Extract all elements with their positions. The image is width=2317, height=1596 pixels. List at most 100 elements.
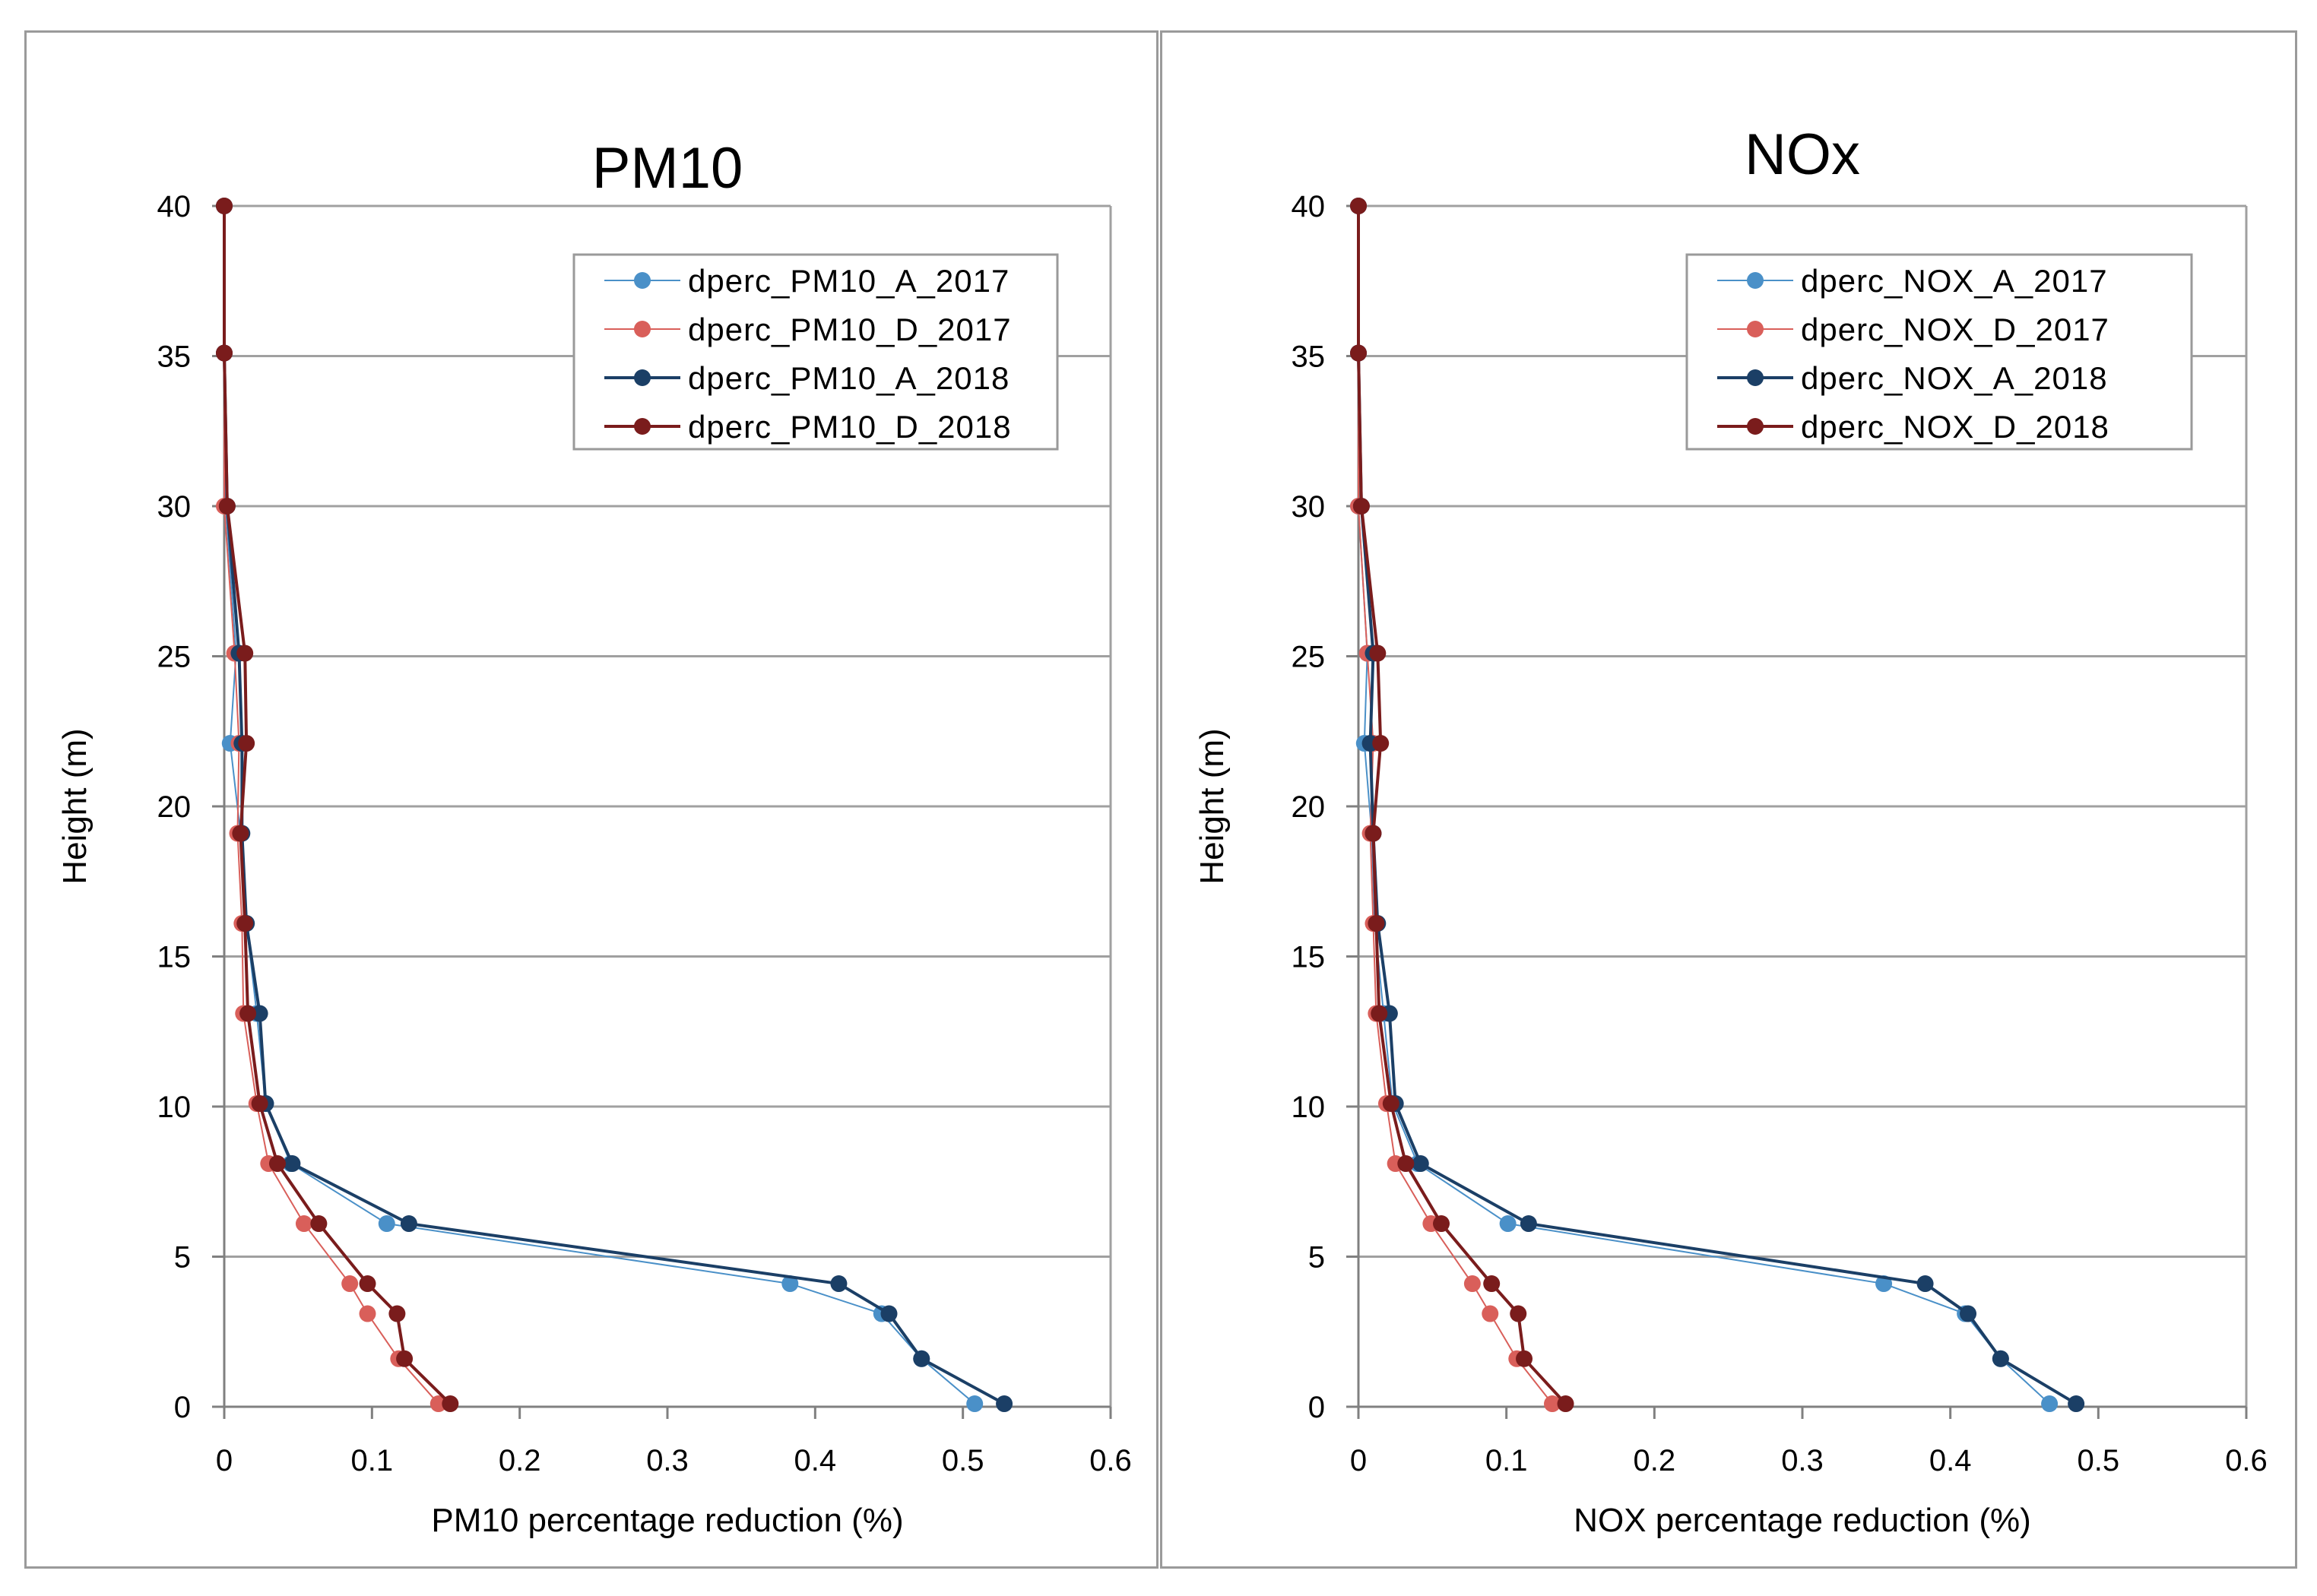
legend-box — [1685, 253, 2193, 451]
x-tick-label: 0.5 — [942, 1444, 984, 1477]
data-point-dperc_PM10_D_2018 — [232, 825, 249, 842]
data-point-dperc_PM10_A_2018 — [400, 1215, 417, 1233]
data-point-dperc_NOX_A_2018 — [1520, 1215, 1537, 1233]
y-tick-label: 25 — [1292, 641, 1326, 674]
data-point-dperc_PM10_D_2018 — [442, 1395, 459, 1413]
legend-marker — [1747, 272, 1764, 289]
data-point-dperc_PM10_D_2018 — [388, 1305, 406, 1322]
x-tick-label: 0 — [1350, 1444, 1367, 1477]
data-point-dperc_NOX_A_2018 — [1916, 1275, 1934, 1293]
data-point-dperc_NOX_D_2018 — [1371, 1005, 1388, 1022]
y-tick-label: 15 — [157, 941, 192, 974]
y-tick-label: 35 — [157, 340, 192, 374]
data-point-dperc_NOX_D_2018 — [1365, 825, 1382, 842]
x-tick-label: 0.4 — [1929, 1444, 1972, 1477]
data-point-dperc_PM10_D_2018 — [238, 735, 255, 752]
data-point-dperc_PM10_D_2018 — [239, 1005, 257, 1022]
data-point-dperc_NOX_D_2018 — [1382, 1095, 1399, 1113]
data-point-dperc_PM10_A_2018 — [880, 1305, 898, 1322]
legend-marker — [634, 369, 651, 386]
legend-entry: dperc_NOX_D_2017 — [1801, 312, 2109, 347]
legend-entry: dperc_PM10_A_2018 — [688, 360, 1010, 396]
data-point-dperc_NOX_D_2017 — [1544, 1395, 1561, 1413]
data-point-dperc_PM10_A_2017 — [781, 1275, 799, 1293]
data-point-dperc_NOX_D_2018 — [1397, 1155, 1415, 1173]
data-point-dperc_PM10_D_2018 — [396, 1350, 414, 1367]
data-point-dperc_PM10_D_2018 — [216, 344, 233, 362]
y-tick-label: 40 — [157, 190, 192, 223]
data-point-dperc_NOX_D_2018 — [1372, 735, 1390, 752]
data-point-dperc_PM10_A_2018 — [913, 1350, 930, 1367]
legend-entry: dperc_NOX_A_2018 — [1801, 360, 2108, 396]
legend-marker — [1747, 369, 1764, 386]
data-point-dperc_NOX_D_2017 — [1482, 1305, 1499, 1322]
y-tick-label: 0 — [1308, 1391, 1325, 1424]
legend-entry: dperc_PM10_A_2017 — [688, 263, 1010, 299]
legend-entry: dperc_PM10_D_2018 — [688, 409, 1012, 445]
x-tick-label: 0.6 — [1089, 1444, 1132, 1477]
x-tick-label: 0.3 — [646, 1444, 689, 1477]
y-tick-label: 40 — [1292, 190, 1326, 223]
x-axis-label: NOX percentage reduction (%) — [1574, 1502, 2031, 1539]
y-tick-label: 30 — [1292, 490, 1326, 524]
data-point-dperc_NOX_D_2018 — [1350, 344, 1367, 362]
y-tick-label: 20 — [157, 790, 192, 824]
chart-title: NOx — [1745, 122, 1860, 187]
data-point-dperc_PM10_A_2018 — [996, 1395, 1013, 1413]
data-point-dperc_NOX_D_2018 — [1557, 1395, 1574, 1413]
data-point-dperc_PM10_D_2018 — [310, 1215, 328, 1233]
data-point-dperc_NOX_A_2017 — [2041, 1395, 2059, 1413]
x-tick-label: 0.2 — [1634, 1444, 1676, 1477]
y-axis-label: Height (m) — [1193, 728, 1231, 884]
data-point-dperc_NOX_D_2018 — [1369, 644, 1387, 662]
data-point-dperc_PM10_D_2018 — [216, 198, 233, 214]
x-axis-label: PM10 percentage reduction (%) — [431, 1502, 903, 1539]
y-tick-label: 25 — [157, 641, 192, 674]
y-tick-label: 5 — [174, 1241, 191, 1275]
pm10-chart: PM10 0 5 10 15 20 25 30 35 40 0 0.1 0.2 0.3 0.4 0.5 0.6 P… — [56, 136, 1132, 1539]
y-tick-label: 35 — [1292, 340, 1326, 374]
legend-entry: dperc_NOX_D_2018 — [1801, 409, 2109, 445]
data-point-dperc_NOX_D_2017 — [1463, 1275, 1481, 1293]
x-tick-label: 0.3 — [1781, 1444, 1824, 1477]
y-tick-label: 10 — [1292, 1091, 1326, 1124]
data-point-dperc_NOX_D_2018 — [1483, 1275, 1501, 1293]
y-tick-label: 10 — [157, 1091, 192, 1124]
data-point-dperc_NOX_A_2018 — [1992, 1350, 2009, 1367]
legend-marker — [634, 321, 651, 337]
legend-entry: dperc_PM10_D_2017 — [688, 312, 1012, 347]
data-point-dperc_NOX_D_2018 — [1352, 498, 1370, 515]
data-point-dperc_NOX_D_2018 — [1510, 1305, 1527, 1322]
data-point-dperc_PM10_D_2018 — [268, 1155, 286, 1173]
data-point-dperc_PM10_D_2017 — [359, 1305, 376, 1322]
pm10-chart-panel: PM10 0 5 10 15 20 25 30 35 40 0 0.1 0.2 0.3 0.4 0.5 0.6 P… — [24, 30, 1158, 1569]
data-point-dperc_PM10_D_2017 — [341, 1275, 359, 1293]
nox-chart: NOx 0 5 10 15 20 25 30 35 40 0 0.1 0.2 0.3 0.4 0.5 0.6 NO… — [1193, 122, 2268, 1539]
data-point-dperc_PM10_A_2018 — [830, 1275, 848, 1293]
data-point-dperc_PM10_D_2018 — [236, 915, 254, 933]
data-point-dperc_PM10_A_2017 — [378, 1215, 395, 1233]
legend-marker — [1747, 321, 1764, 337]
chart-title: PM10 — [592, 136, 743, 201]
x-tick-label: 0.6 — [2225, 1444, 2268, 1477]
data-point-dperc_NOX_D_2018 — [1516, 1350, 1533, 1367]
data-point-dperc_PM10_D_2017 — [429, 1395, 447, 1413]
y-tick-label: 20 — [1292, 790, 1326, 824]
data-point-dperc_PM10_A_2018 — [251, 1005, 268, 1022]
x-tick-label: 0 — [216, 1444, 233, 1477]
data-point-dperc_PM10_D_2018 — [218, 498, 236, 515]
data-point-dperc_NOX_A_2018 — [1412, 1155, 1429, 1173]
nox-chart-panel: NOx 0 5 10 15 20 25 30 35 40 0 0.1 0.2 0.3 0.4 0.5 0.6 NO… — [1160, 30, 2297, 1569]
data-point-dperc_NOX_A_2018 — [1960, 1305, 1977, 1322]
y-tick-label: 5 — [1308, 1241, 1325, 1275]
x-tick-label: 0.1 — [351, 1444, 394, 1477]
data-point-dperc_PM10_D_2018 — [236, 644, 254, 662]
legend-entry: dperc_NOX_A_2017 — [1801, 263, 2108, 299]
data-point-dperc_NOX_D_2018 — [1350, 198, 1367, 214]
data-point-dperc_PM10_D_2017 — [295, 1215, 312, 1233]
legend-marker — [634, 272, 651, 289]
data-point-dperc_PM10_A_2017 — [966, 1395, 984, 1413]
y-tick-label: 0 — [174, 1391, 191, 1424]
y-tick-label: 15 — [1292, 941, 1326, 974]
y-tick-label: 30 — [157, 490, 192, 524]
